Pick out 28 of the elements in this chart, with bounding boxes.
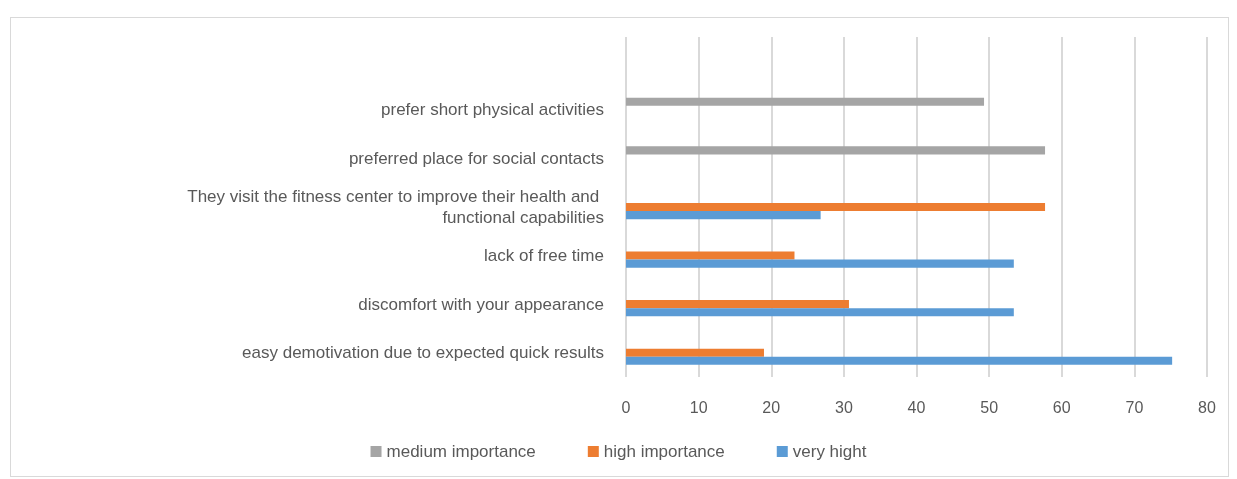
bar (626, 146, 1046, 155)
x-tick-label: 50 (980, 398, 999, 416)
x-tick-label: 0 (621, 398, 631, 416)
bar (626, 259, 1014, 268)
y-tick-label: easy demotivation due to expected quick results (242, 343, 604, 363)
bar (626, 356, 1173, 365)
x-tick-label: 30 (834, 398, 853, 416)
bar (626, 300, 849, 309)
y-tick-label: They visit the fitness center to improve their health and functional capabilities (187, 187, 604, 227)
bar (626, 348, 764, 357)
y-tick-label: discomfort with your appearance (358, 294, 604, 314)
bar (626, 211, 821, 220)
bar (626, 251, 795, 260)
y-tick-label: prefer short physical activities (381, 100, 604, 120)
x-tick-label: 70 (1125, 398, 1144, 416)
x-tick-label: 60 (1052, 398, 1071, 416)
legend-label: very hight (792, 442, 867, 461)
bar (626, 202, 1046, 212)
x-tick-label: 40 (907, 398, 926, 416)
x-tick-label: 80 (1198, 398, 1216, 416)
y-tick-label: lack of free time (484, 246, 604, 266)
y-tick-label: preferred place for social contacts (348, 148, 604, 168)
bar (626, 308, 1014, 317)
legend-label: high importance (603, 442, 725, 461)
x-tick-label: 20 (762, 398, 781, 416)
x-tick-label: 10 (689, 398, 708, 416)
bar (626, 97, 985, 106)
legend-label: medium importance (386, 442, 536, 461)
